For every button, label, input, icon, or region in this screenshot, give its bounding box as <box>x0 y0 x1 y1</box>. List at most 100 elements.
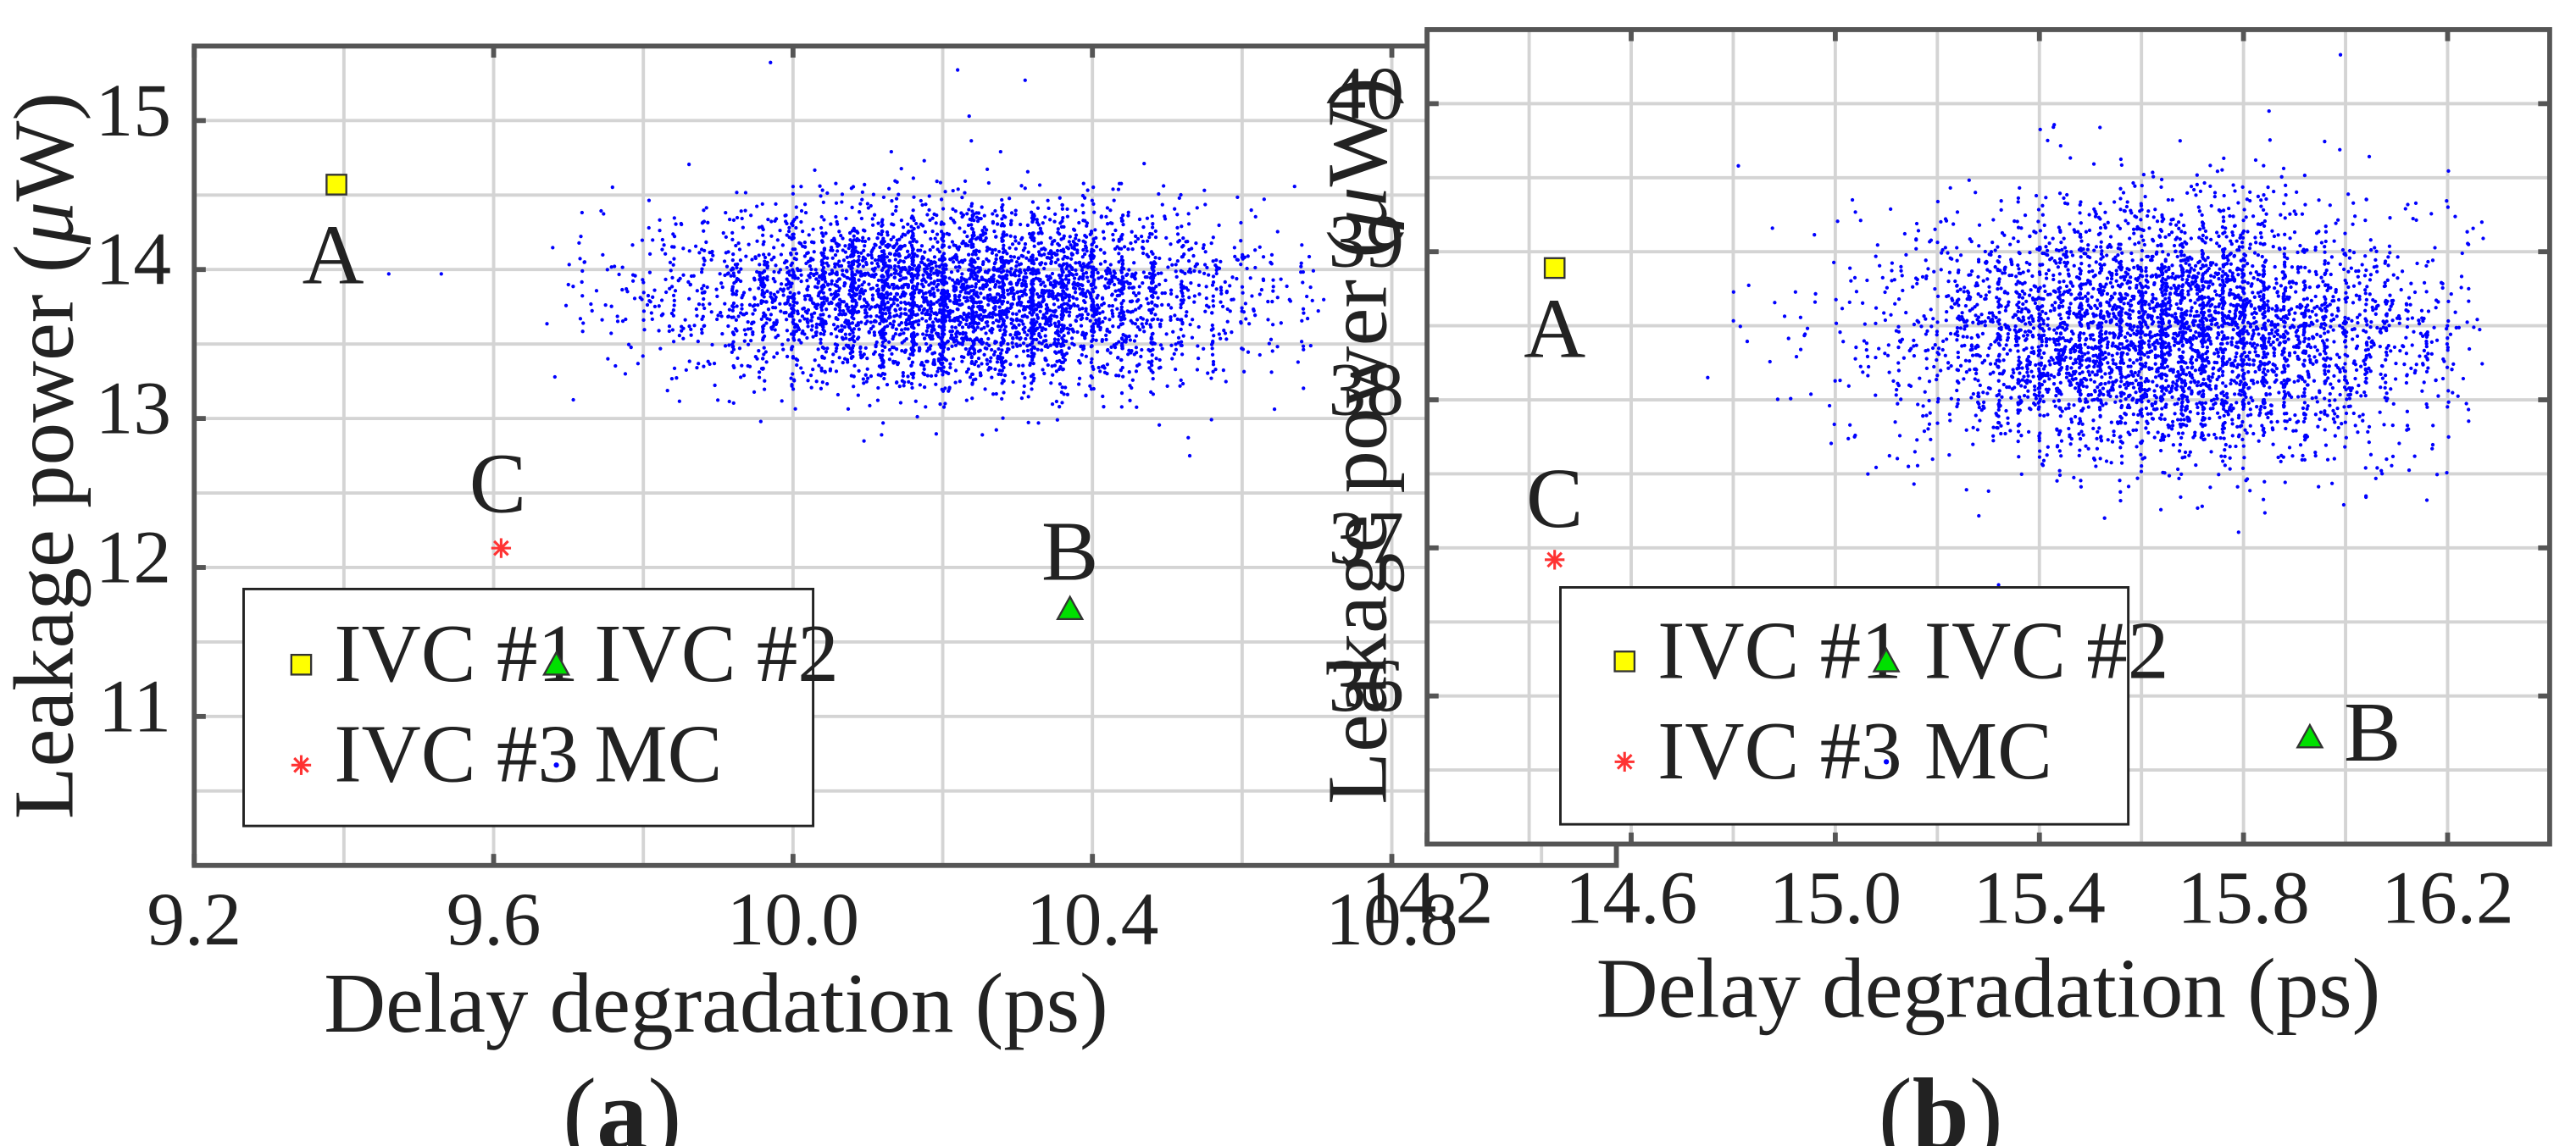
mc-point <box>1096 293 1100 298</box>
mc-point <box>1058 382 1063 386</box>
mc-point <box>1063 357 1068 363</box>
mc-point <box>1151 370 1155 374</box>
mc-point <box>923 250 927 254</box>
mc-point <box>1209 418 1213 422</box>
mc-point <box>1049 381 1053 385</box>
mc-point <box>924 359 929 363</box>
mc-point <box>742 328 747 332</box>
mc-point <box>708 362 712 367</box>
mc-point <box>1117 340 1121 344</box>
mc-point <box>1080 332 1085 337</box>
mc-point <box>847 260 851 265</box>
mc-point <box>665 389 669 393</box>
point-label-a: A <box>303 208 364 302</box>
mc-point <box>620 319 625 324</box>
mc-point <box>1169 288 1174 292</box>
mc-point <box>928 247 932 252</box>
mc-point <box>867 330 871 335</box>
mc-point <box>767 252 771 257</box>
mc-point <box>2176 220 2181 224</box>
mc-point <box>578 317 583 321</box>
mc-point <box>862 381 866 385</box>
mc-point <box>756 303 760 307</box>
mc-point <box>781 293 786 297</box>
mc-point <box>829 222 833 226</box>
mc-point <box>1009 258 1013 263</box>
mc-point <box>2327 398 2332 403</box>
mc-point <box>1883 290 1887 295</box>
mc-point <box>863 273 867 277</box>
mc-point <box>864 260 869 265</box>
mc-point <box>968 322 972 326</box>
mc-point <box>1977 405 1981 410</box>
mc-point <box>980 362 984 366</box>
mc-point <box>1022 384 1026 389</box>
mc-point <box>939 354 944 359</box>
mc-point <box>695 313 699 318</box>
mc-point <box>2133 370 2137 375</box>
mc-point <box>1271 285 1275 289</box>
mc-point <box>712 361 717 366</box>
mc-point <box>1173 313 1177 318</box>
mc-point <box>1085 221 1090 225</box>
mc-point <box>948 257 952 262</box>
mc-point <box>741 374 747 378</box>
mc-point <box>700 317 704 321</box>
mc-point <box>1230 297 1234 302</box>
mc-point <box>1186 212 1191 216</box>
mc-point <box>1041 313 1046 317</box>
mc-point <box>812 250 816 254</box>
mc-point <box>1128 281 1132 286</box>
mc-point <box>900 268 904 272</box>
mc-point <box>988 359 992 363</box>
mc-point <box>969 359 974 364</box>
mc-point <box>740 296 744 300</box>
mc-point <box>819 258 824 263</box>
mc-point <box>1038 309 1042 313</box>
mc-point <box>1017 323 1021 327</box>
mc-point <box>1105 222 1110 226</box>
mc-point <box>1307 254 1312 259</box>
mc-point <box>791 372 795 376</box>
mc-point <box>900 349 904 353</box>
mc-point <box>887 311 892 315</box>
mc-point <box>891 302 896 306</box>
mc-point <box>824 280 828 284</box>
mc-point <box>928 293 933 297</box>
mc-point <box>924 341 929 346</box>
mc-point <box>887 307 891 312</box>
mc-point <box>1150 214 1154 219</box>
mc-point <box>880 292 884 296</box>
mc-point <box>1160 346 1164 351</box>
mc-point <box>863 346 868 350</box>
mc-point <box>835 335 839 339</box>
mc-point <box>950 325 954 329</box>
mc-point <box>962 296 967 300</box>
mc-point <box>928 306 932 311</box>
mc-point <box>1213 263 1218 268</box>
mc-point <box>1000 285 1005 291</box>
mc-point <box>961 213 966 218</box>
mc-point <box>551 246 555 250</box>
mc-point <box>795 363 799 368</box>
mc-point <box>603 303 608 307</box>
mc-point <box>803 297 808 302</box>
mc-point <box>941 365 946 369</box>
mc-point <box>1054 314 1059 319</box>
mc-point <box>720 331 724 336</box>
mc-point <box>615 319 620 324</box>
mc-point <box>943 275 947 280</box>
mc-point <box>942 292 947 296</box>
mc-point <box>867 236 871 241</box>
mc-point <box>787 269 791 274</box>
mc-point <box>1035 257 1039 262</box>
mc-point <box>1156 317 1160 322</box>
mc-point <box>731 301 736 306</box>
mc-point <box>704 206 708 210</box>
mc-point <box>1115 307 1119 311</box>
mc-point <box>731 401 736 406</box>
mc-point <box>1912 482 1916 486</box>
mc-point <box>1039 282 1043 287</box>
mc-point <box>900 379 905 383</box>
mc-point <box>1000 396 1004 401</box>
